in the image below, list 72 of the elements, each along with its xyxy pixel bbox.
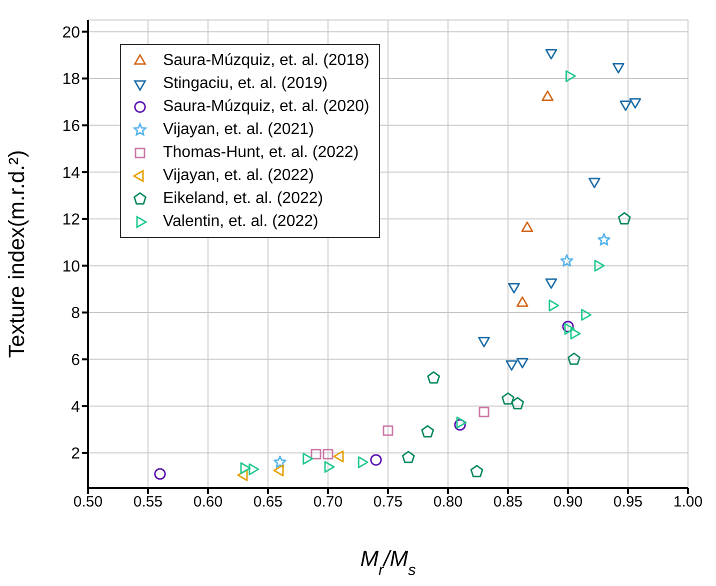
point	[564, 322, 575, 335]
point	[302, 452, 314, 465]
point	[248, 463, 260, 476]
point	[629, 98, 642, 109]
point	[402, 450, 415, 464]
x-tick-label: 0.95	[613, 494, 643, 511]
point	[560, 254, 574, 267]
y-tick-label: 6	[71, 352, 80, 369]
point	[568, 352, 580, 365]
point	[516, 358, 528, 368]
point	[588, 178, 600, 188]
point	[502, 392, 514, 405]
point	[545, 278, 558, 289]
point	[470, 464, 484, 478]
legend-label: Saura-Múzquiz, et. al. (2020)	[163, 98, 370, 116]
point	[612, 63, 624, 74]
point	[324, 460, 335, 473]
y-tick-label: 4	[71, 398, 80, 416]
point	[570, 328, 581, 340]
point	[421, 425, 434, 438]
point	[310, 448, 322, 460]
x-tick-label: 0.50	[73, 494, 103, 511]
x-tick-label: 0.65	[253, 494, 283, 511]
point	[508, 283, 520, 294]
point	[511, 397, 524, 410]
point	[454, 418, 466, 431]
y-tick-label: 8	[71, 305, 80, 322]
point	[598, 233, 610, 246]
y-tick-label: 14	[62, 164, 80, 182]
point	[274, 456, 286, 468]
x-tick-label: 0.60	[193, 494, 223, 511]
x-axis-title: M$_{r}$/M$_{s}$	[360, 546, 416, 578]
point	[370, 454, 382, 466]
point	[456, 416, 467, 428]
point	[427, 371, 440, 384]
x-tick-label: 0.80	[433, 494, 463, 511]
point	[478, 336, 490, 348]
legend-label: Eikeland, et. al. (2022)	[163, 190, 324, 208]
point	[545, 49, 558, 60]
point	[506, 360, 518, 371]
x-tick-label: 1.00	[673, 494, 703, 511]
point	[240, 462, 251, 474]
y-tick-label: 10	[62, 258, 80, 276]
point	[478, 406, 490, 418]
point	[620, 100, 632, 111]
y-tick-label: 12	[62, 212, 80, 229]
point	[382, 425, 394, 436]
point	[565, 70, 576, 82]
point	[581, 308, 592, 321]
point	[154, 468, 166, 480]
legend-label: Saura-Múzquiz, et. al. (2018)	[163, 52, 370, 70]
y-axis-title: Texture index(m.r.d.²)	[4, 150, 29, 358]
legend-label: Valentin, et. al. (2022)	[163, 212, 318, 230]
legend-label: Vijayan, et. al. (2021)	[163, 120, 314, 138]
x-tick-label: 0.55	[133, 494, 163, 511]
point	[618, 212, 631, 225]
legend-label: Vijayan, et. al. (2022)	[163, 166, 314, 184]
y-tick-label: 16	[62, 118, 80, 135]
x-tick-label: 0.75	[373, 494, 403, 511]
point	[562, 320, 574, 332]
y-tick-label: 18	[62, 71, 80, 88]
x-tick-label: 0.85	[493, 494, 523, 511]
legend-label: Stingaciu, et. al. (2019)	[163, 74, 328, 92]
point	[594, 260, 605, 272]
point	[358, 456, 368, 468]
x-tick-label: 0.90	[553, 494, 583, 511]
point	[548, 300, 560, 312]
legend-label: Thomas-Hunt, et. al. (2022)	[163, 144, 359, 162]
y-tick-label: 2	[71, 446, 80, 463]
y-tick-label: 20	[62, 24, 80, 42]
x-tick-label: 0.70	[313, 494, 343, 511]
point	[322, 448, 334, 460]
